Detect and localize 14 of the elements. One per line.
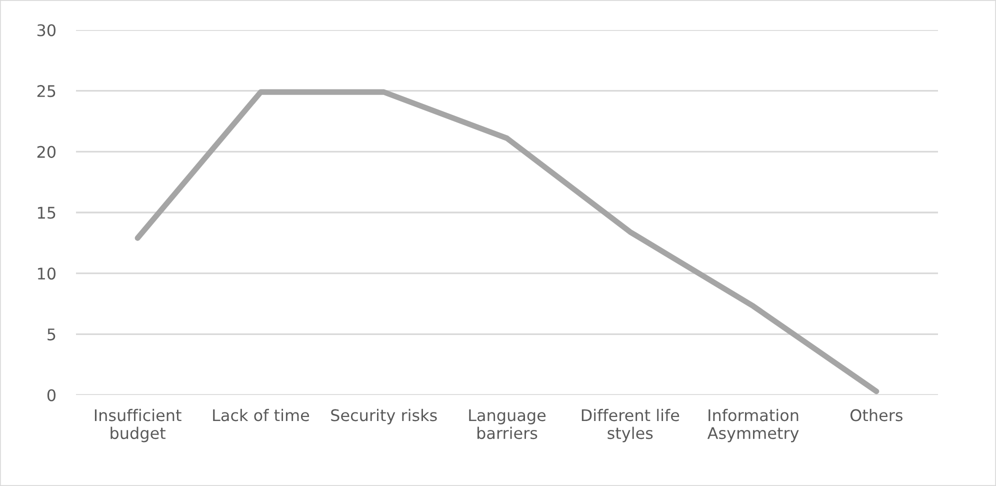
- y-tick-label: 10: [38, 268, 56, 280]
- x-tick-label: Lack of time: [213, 408, 310, 422]
- y-tick-label: 25: [37, 85, 56, 98]
- x-tick-label: Language barriers: [469, 409, 546, 440]
- y-tick-label: 0: [47, 389, 56, 402]
- x-tick-label: Others: [850, 408, 902, 422]
- x-tick-label: Different life styles: [582, 408, 680, 442]
- y-tick-label: 15: [38, 206, 56, 219]
- y-tick-label: 20: [37, 146, 56, 158]
- x-tick-label: Security risks: [331, 408, 437, 424]
- x-tick-label: Information Asymmetry: [707, 408, 799, 442]
- y-tick-label: 30: [37, 24, 56, 36]
- x-tick-label: Insufficient budget: [94, 408, 182, 442]
- y-tick-label: 5: [48, 328, 56, 340]
